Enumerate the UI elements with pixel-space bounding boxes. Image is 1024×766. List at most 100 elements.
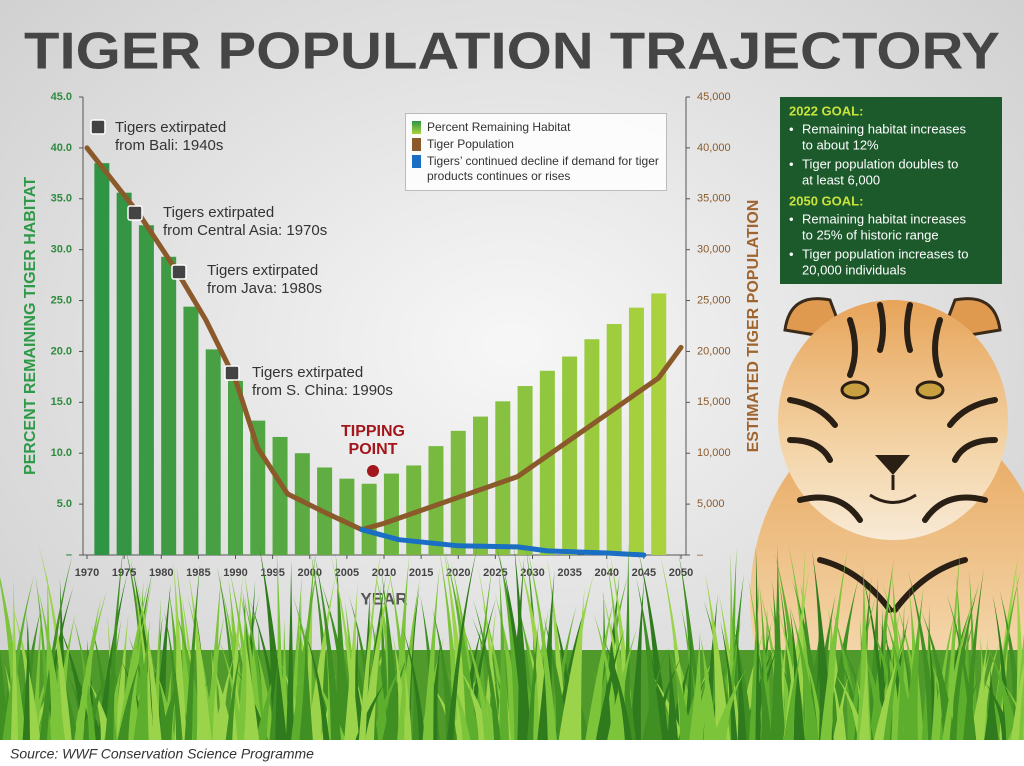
- grass-blade: [299, 626, 313, 742]
- y-tick-label: 45.0: [51, 91, 72, 103]
- grass-blade: [783, 568, 810, 742]
- grass-blade: [711, 668, 747, 742]
- goals: 2022 GOAL:• Remaining habitat increasesto…: [789, 103, 968, 277]
- grass-blade: [290, 562, 319, 742]
- bar: [584, 339, 600, 555]
- grass-blade: [883, 612, 916, 742]
- plot: – 5.0 10.0 15.0 20.0 25.0 30.0 35.0 40.0 45.0 – 5,0…: [22, 91, 762, 609]
- grass-blade: [242, 595, 268, 742]
- grass-blade: [585, 597, 615, 742]
- grass-blade: [358, 548, 382, 742]
- bar: [205, 349, 221, 555]
- grass-blade: [1010, 661, 1024, 742]
- grass-blade: [558, 572, 595, 742]
- bar: [161, 256, 177, 555]
- goal-item: Tiger population doubles to: [802, 156, 958, 171]
- bar: [406, 465, 422, 555]
- grass-blade: [77, 673, 109, 742]
- grass-blade: [873, 633, 908, 742]
- grass-blade: [799, 641, 825, 742]
- grass-blade: [732, 624, 754, 742]
- grass-blade: [601, 634, 633, 742]
- grass-blade: [735, 624, 747, 742]
- legend-label: Tiger Population: [427, 137, 514, 151]
- bar: [383, 473, 399, 555]
- grass-blade: [986, 644, 1021, 742]
- bar: [183, 306, 199, 555]
- grass-blade: [306, 574, 337, 742]
- bar: [116, 192, 132, 555]
- goal-item: to about 12%: [802, 137, 879, 152]
- y-tick-label: 25.0: [51, 294, 72, 306]
- y-tick-label: –: [66, 549, 72, 561]
- grass-blade: [559, 656, 591, 742]
- x-tick-label: 2005: [335, 567, 359, 579]
- grass-blade: [990, 570, 1021, 742]
- bar: [339, 478, 355, 555]
- grass-blade: [642, 647, 668, 742]
- y-tick-label: 30.0: [51, 244, 72, 256]
- grass-blade: [258, 544, 288, 742]
- grass-blade: [343, 581, 358, 742]
- legend-label: Tigers’ continued decline if demand for …: [427, 154, 659, 183]
- grass-blade: [22, 625, 31, 742]
- tiger-stripes: [787, 302, 998, 613]
- grass-blade: [10, 577, 18, 742]
- annotation-text: Tigers extirpated: [207, 262, 318, 279]
- grass-blade: [38, 543, 72, 742]
- bar: [228, 380, 243, 555]
- grass-blade: [188, 572, 212, 742]
- legend-swatch: [412, 138, 421, 151]
- y-tick-label: 10.0: [51, 447, 72, 459]
- y2-tick-label: 35,000: [697, 193, 731, 205]
- grass-blade: [789, 606, 820, 742]
- goal-heading: 2050 GOAL:: [789, 193, 863, 208]
- x-axis-label: YEAR: [360, 589, 407, 608]
- grass-blade: [759, 586, 771, 742]
- x-tick-label: 1995: [260, 567, 284, 579]
- annotation-text: from Bali: 1940s: [115, 137, 223, 154]
- grass-blade: [969, 649, 991, 742]
- grass-blade: [629, 577, 645, 742]
- grass-blade: [422, 566, 440, 742]
- y2-tick-label: 15,000: [697, 396, 731, 408]
- grass-blade: [73, 617, 96, 742]
- legend-item: Percent Remaining Habitat: [412, 120, 660, 135]
- tiger-eye: [915, 380, 945, 400]
- annotation-text: from Central Asia: 1970s: [163, 222, 327, 239]
- bar: [606, 323, 622, 555]
- tipping-point-marker: [367, 465, 379, 477]
- grass-blade: [636, 577, 663, 742]
- legend-label: Percent Remaining Habitat: [427, 120, 571, 134]
- x-tick-label: 1985: [186, 567, 210, 579]
- grass-blade: [218, 637, 244, 742]
- grass-blade: [285, 559, 294, 742]
- grass-blade: [303, 626, 330, 742]
- grass-blade: [39, 554, 73, 742]
- grass-blade: [941, 591, 976, 742]
- y2-tick-label: 25,000: [697, 294, 731, 306]
- grass-blade: [526, 545, 558, 742]
- goal-item: at least 6,000: [802, 172, 880, 187]
- tipping-point-label: TIPPING: [341, 423, 405, 440]
- grass-blade: [606, 627, 638, 742]
- grass-blade: [381, 570, 403, 742]
- annotation-text: Tigers extirpated: [115, 119, 226, 136]
- annotation-text: from Java: 1980s: [207, 280, 322, 297]
- y2-tick-label: 40,000: [697, 142, 731, 154]
- goal-item: Tiger population increases to: [802, 246, 968, 261]
- grass-blade: [37, 588, 66, 742]
- bar: [94, 163, 110, 555]
- x-tick-label: 1990: [223, 567, 247, 579]
- grass-blade: [819, 547, 849, 742]
- x-tick-label: 2045: [632, 567, 656, 579]
- grass-blade: [526, 621, 539, 742]
- grass-blade: [667, 647, 679, 742]
- x-tick-label: 2020: [446, 567, 470, 579]
- grass-blade: [369, 607, 389, 742]
- bullet: •: [789, 121, 794, 136]
- x-tick-label: 2010: [372, 567, 396, 579]
- x-tick-label: 2025: [483, 567, 507, 579]
